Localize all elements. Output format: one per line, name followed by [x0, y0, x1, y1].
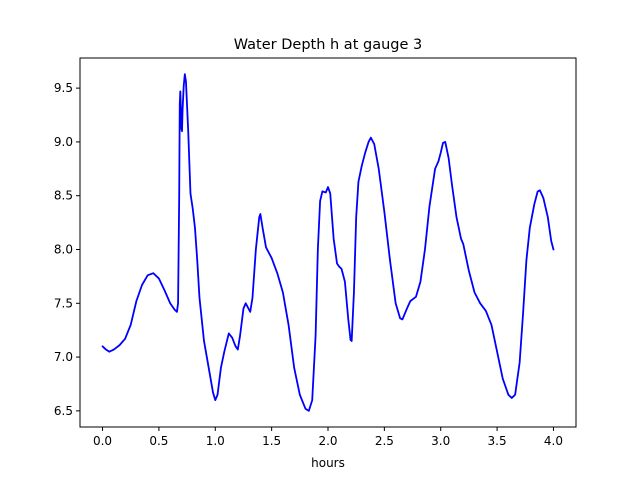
plot-area: [101, 73, 555, 412]
x-tick-label: 1.5: [262, 434, 281, 448]
chart-title: Water Depth h at gauge 3: [234, 37, 422, 53]
axes-frame: [79, 57, 577, 428]
y-tick-label: 8.0: [54, 242, 73, 256]
x-tick-label: 2.0: [318, 434, 337, 448]
y-tick-label: 7.0: [54, 350, 73, 364]
x-tick-label: 0.5: [149, 434, 168, 448]
y-tick-label: 9.0: [54, 135, 73, 149]
x-axis-label: hours: [311, 456, 345, 470]
x-tick-label: 4.0: [544, 434, 563, 448]
axis-ticks: 0.0 0.5 1.0 1.5 2.0 2.5 3.0 3.5 4.0 6.5 7.0 7.5 8.0 8…: [54, 81, 563, 448]
y-tick-label: 9.5: [54, 81, 73, 95]
y-tick-label: 7.5: [54, 296, 73, 310]
series-line: [101, 73, 555, 412]
x-tick-label: 1.0: [206, 434, 225, 448]
x-tick-label: 2.5: [375, 434, 394, 448]
y-tick-label: 8.5: [54, 189, 73, 203]
y-tick-label: 6.5: [54, 404, 73, 418]
x-tick-label: 0.0: [93, 434, 112, 448]
x-tick-label: 3.0: [431, 434, 450, 448]
x-tick-label: 3.5: [488, 434, 507, 448]
